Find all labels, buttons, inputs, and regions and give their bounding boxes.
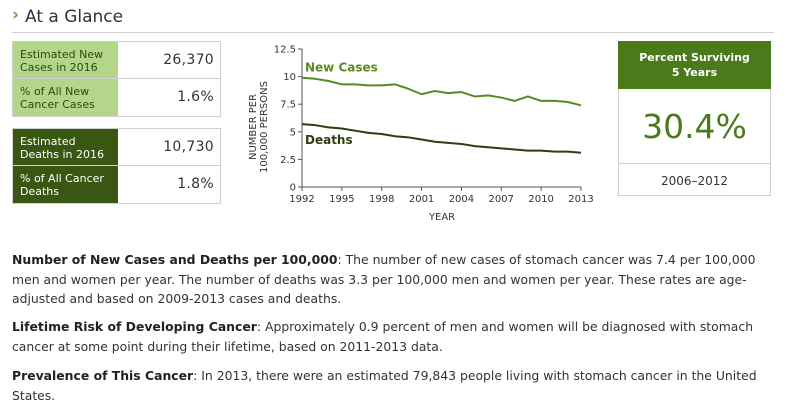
stat-value: 1.8% bbox=[177, 176, 214, 192]
divider bbox=[619, 163, 770, 164]
y-tick-label: 7.5 bbox=[280, 100, 296, 111]
stat-estimated-new-cases: Estimated New Cases in 2016 26,370 bbox=[12, 41, 221, 79]
paragraph-text: : Approximately 0.9 percent of men and w… bbox=[12, 319, 754, 354]
x-tick-label: 2007 bbox=[489, 194, 514, 205]
stat-value: 1.6% bbox=[177, 89, 214, 105]
survival-years: 2006–2012 bbox=[660, 174, 729, 188]
x-axis-label: YEAR bbox=[428, 212, 455, 223]
series-label: New Cases bbox=[305, 61, 378, 75]
survival-title: Percent Surviving 5 Years bbox=[618, 41, 771, 89]
paragraph-prevalence: Prevalence of This Cancer: In 2013, ther… bbox=[12, 366, 757, 405]
survival-title-line2: 5 Years bbox=[671, 66, 718, 79]
survival-title-line1: Percent Surviving bbox=[639, 51, 750, 64]
stat-percent-new-cases: % of All New Cancer Cases 1.6% bbox=[12, 79, 221, 117]
x-tick-label: 2004 bbox=[449, 194, 474, 205]
y-tick-label: 12.5 bbox=[274, 45, 296, 56]
stat-label: % of All Cancer Deaths bbox=[13, 166, 118, 203]
y-tick-label: 5 bbox=[290, 127, 296, 138]
chevron-right-icon: › bbox=[12, 5, 20, 25]
paragraph-heading: Number of New Cases and Deaths per 100,0… bbox=[12, 252, 338, 267]
paragraph-new-cases-deaths: Number of New Cases and Deaths per 100,0… bbox=[12, 250, 757, 309]
x-tick-label: 2001 bbox=[409, 194, 434, 205]
stat-label: % of All New Cancer Cases bbox=[13, 79, 118, 116]
stat-value: 26,370 bbox=[163, 52, 214, 68]
paragraph-text: : The number of new cases of stomach can… bbox=[12, 252, 756, 306]
stat-estimated-deaths: Estimated Deaths in 2016 10,730 bbox=[12, 128, 221, 166]
paragraph-heading: Prevalence of This Cancer bbox=[12, 368, 194, 383]
paragraph-heading: Lifetime Risk of Developing Cancer bbox=[12, 319, 257, 334]
y-tick-label: 2.5 bbox=[280, 155, 296, 166]
series-label: Deaths bbox=[305, 133, 353, 147]
x-tick-label: 2010 bbox=[528, 194, 553, 205]
y-axis-label: NUMBER PER bbox=[248, 94, 259, 160]
section-header: › At a Glance bbox=[12, 5, 774, 33]
stat-percent-deaths: % of All Cancer Deaths 1.8% bbox=[12, 166, 221, 204]
stat-label: Estimated Deaths in 2016 bbox=[13, 129, 118, 165]
y-axis-label-line2: 100,000 PERSONS bbox=[259, 81, 270, 173]
survival-panel: Percent Surviving 5 Years 30.4% 2006–201… bbox=[618, 41, 771, 196]
paragraph-text: : In 2013, there were an estimated 79,84… bbox=[12, 368, 757, 403]
trend-line-chart: 0 2.5 5 7.5 10 12.5 1992 1995 1998 2001 2004 2007 20… bbox=[248, 45, 594, 224]
y-tick-label: 0 bbox=[290, 183, 296, 194]
section-title: At a Glance bbox=[25, 7, 124, 27]
survival-percent: 30.4% bbox=[642, 107, 747, 146]
x-tick-label: 1998 bbox=[369, 194, 394, 205]
stat-label: Estimated New Cases in 2016 bbox=[13, 42, 118, 78]
y-tick-label: 10 bbox=[283, 72, 296, 83]
stat-value: 10,730 bbox=[163, 139, 214, 155]
x-tick-label: 1992 bbox=[289, 194, 314, 205]
x-tick-label: 1995 bbox=[329, 194, 354, 205]
series-line-new-cases bbox=[301, 76, 582, 107]
series-line-deaths bbox=[301, 123, 582, 154]
paragraph-lifetime-risk: Lifetime Risk of Developing Cancer: Appr… bbox=[12, 317, 757, 356]
x-tick-label: 2013 bbox=[568, 194, 593, 205]
